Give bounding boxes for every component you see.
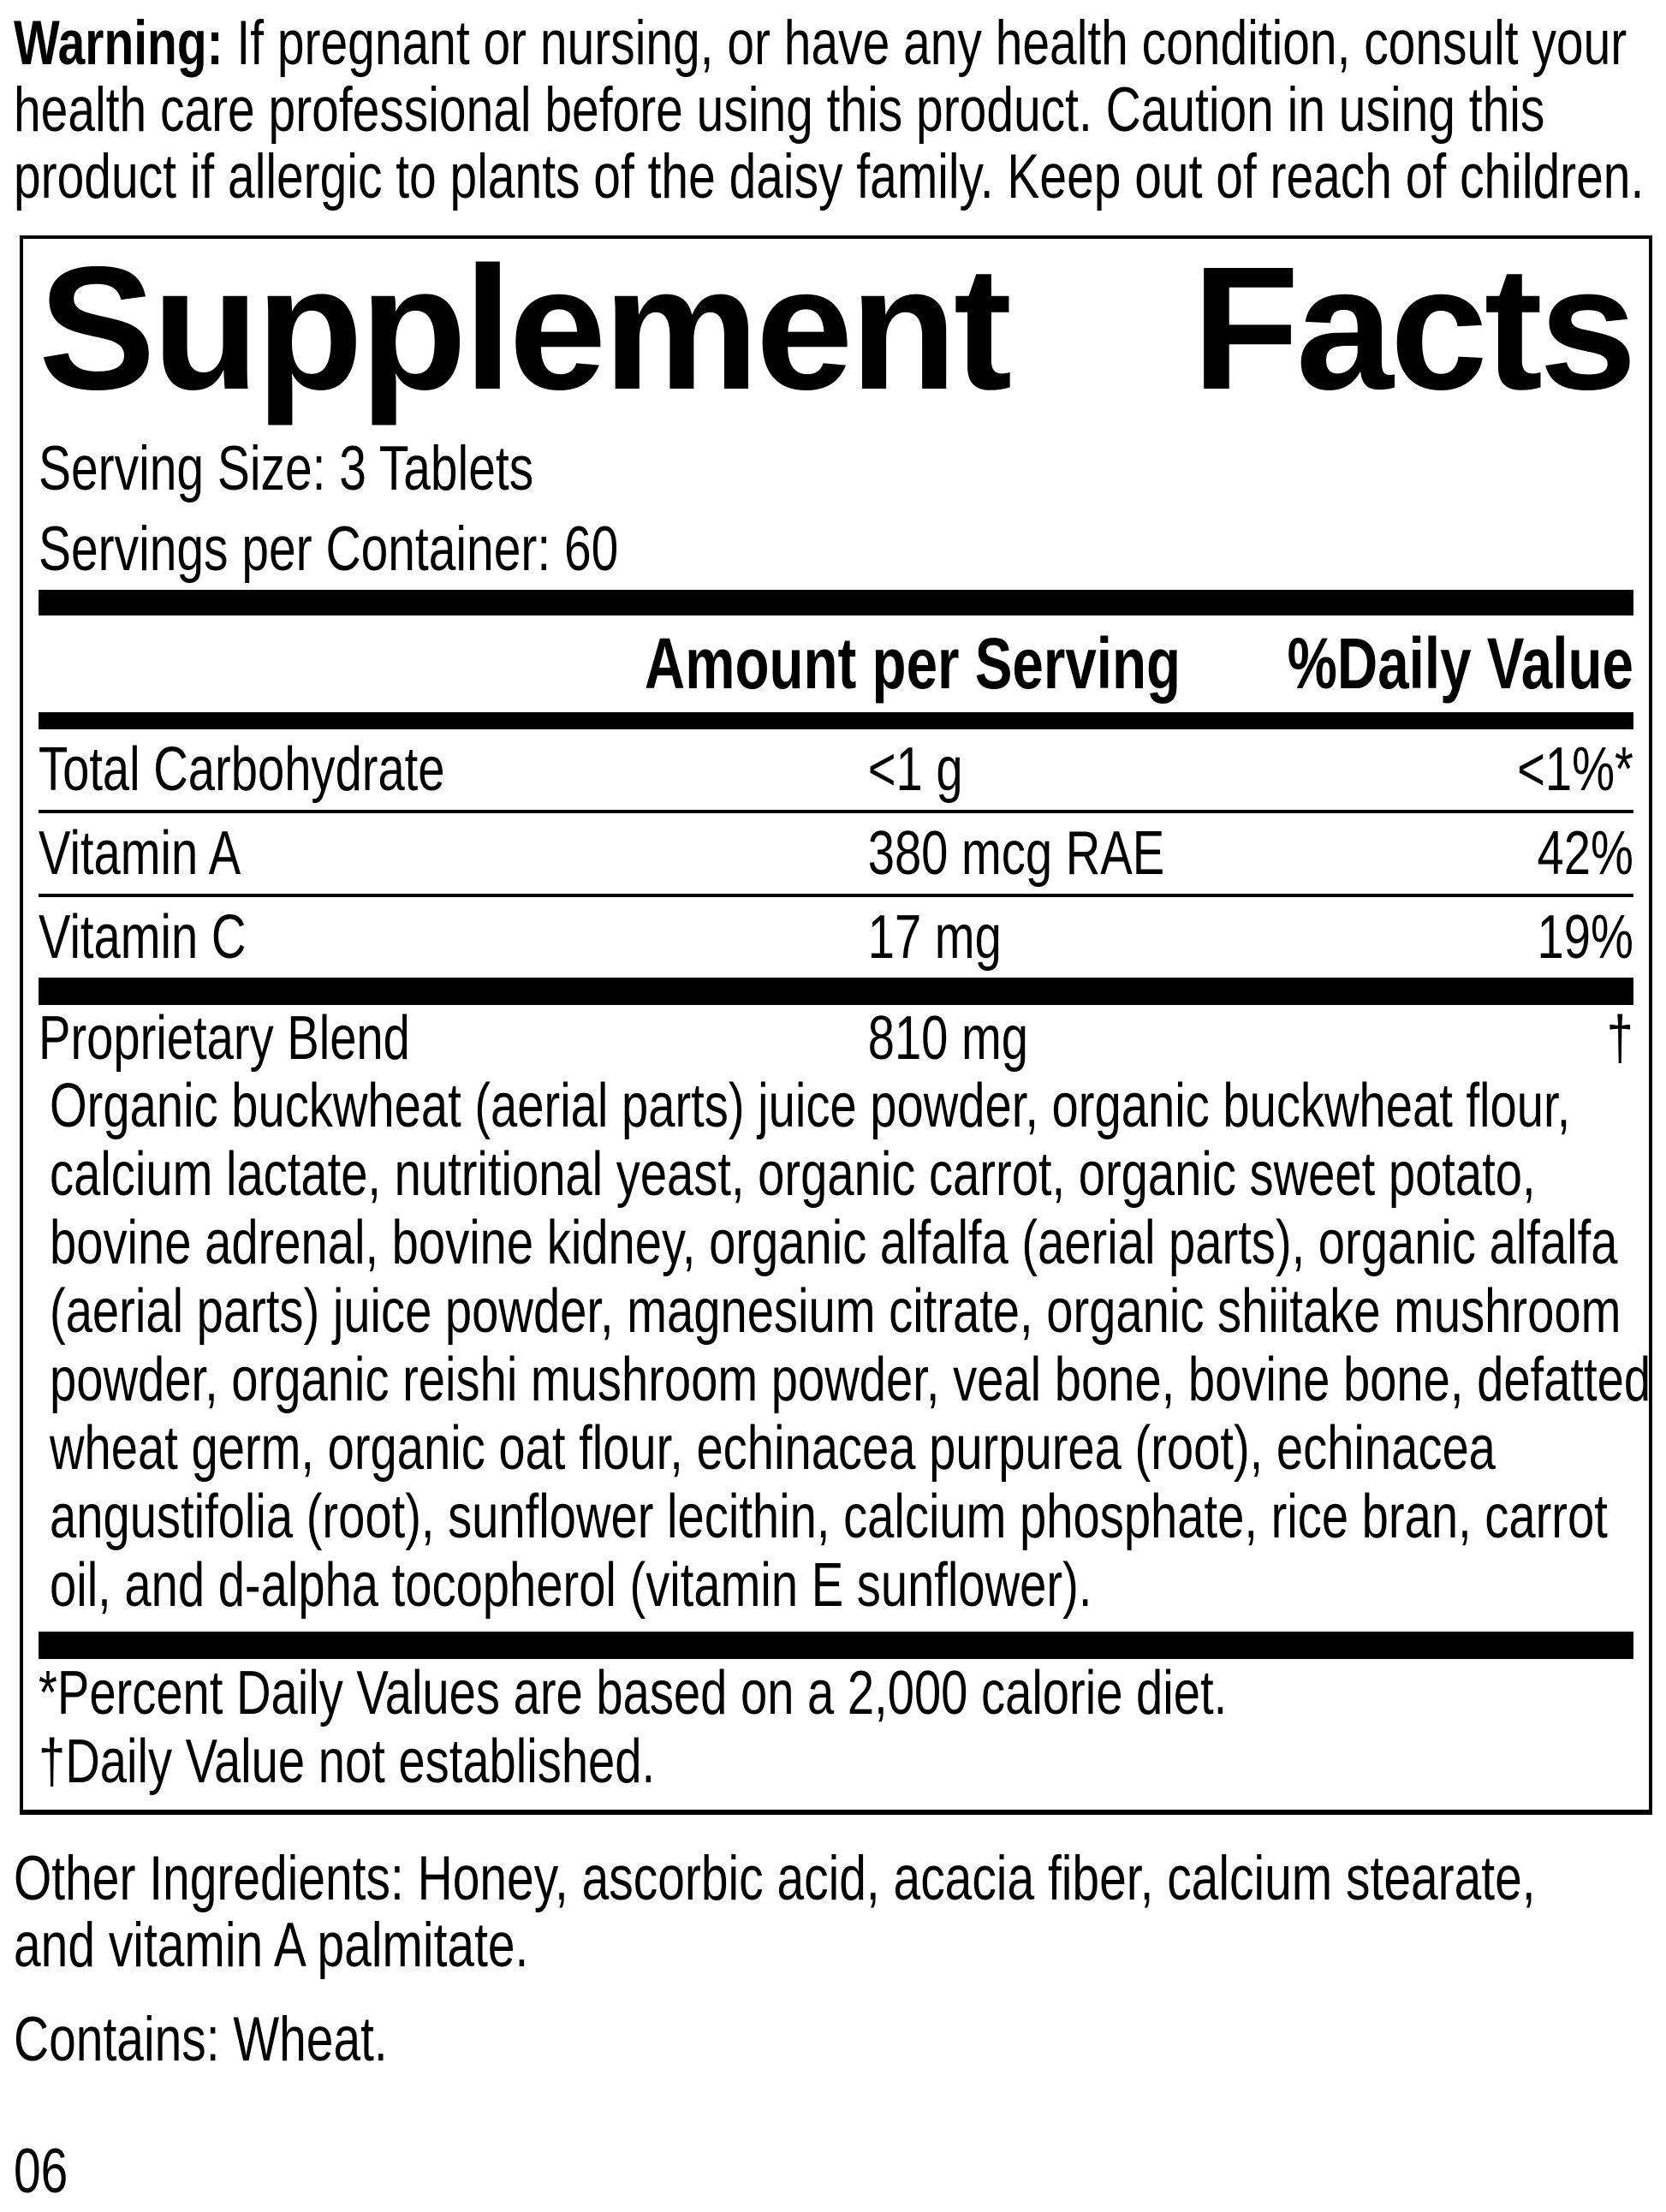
column-header-row: Amount per Serving %Daily Value bbox=[39, 615, 1633, 712]
blend-ingredients-line: angustifolia (root), sunflower lecithin,… bbox=[50, 1483, 1608, 1551]
blend-ingredients: Organic buckwheat (aerial parts) juice p… bbox=[50, 1072, 1651, 1620]
panel-title: Supplement Facts bbox=[39, 230, 1637, 427]
panel-title-word-1: Supplement bbox=[39, 230, 1012, 426]
proprietary-blend-row: Proprietary Blend 810 mg † bbox=[39, 1005, 1633, 1072]
nutrient-row-vitamin-c: Vitamin C 17 mg 19% bbox=[39, 897, 1633, 978]
nutrient-amount: <1 g bbox=[867, 735, 963, 804]
blend-ingredients-line: oil, and d-alpha tocopherol (vitamin E s… bbox=[50, 1551, 1092, 1620]
warning-line: Warning: If pregnant or nursing, or have… bbox=[14, 10, 1654, 77]
blend-ingredients-line: powder, organic reishi mushroom powder, … bbox=[50, 1346, 1651, 1414]
nutrient-name: Vitamin A bbox=[39, 819, 241, 888]
divider-bar-footnotes bbox=[39, 1632, 1633, 1659]
column-header-daily-value: %Daily Value bbox=[1287, 623, 1633, 704]
footnote-percent-daily-value: *Percent Daily Values are based on a 2,0… bbox=[39, 1659, 1228, 1727]
serving-size: Serving Size: 3 Tablets bbox=[39, 434, 534, 503]
warning-label: Warning: bbox=[14, 9, 223, 78]
other-ingredients: Other Ingredients: Honey, ascorbic acid,… bbox=[14, 1846, 1654, 1979]
warning-text: Warning: If pregnant or nursing, or have… bbox=[14, 10, 1654, 211]
blend-ingredients-line: bovine adrenal, bovine kidney, organic a… bbox=[50, 1209, 1618, 1277]
other-ingredients-line: and vitamin A palmitate. bbox=[14, 1911, 529, 1980]
servings-per-container: Servings per Container: 60 bbox=[39, 514, 619, 584]
footnote-daily-value-not-established: †Daily Value not established. bbox=[39, 1727, 656, 1796]
warning-line-text: If pregnant or nursing, or have any heal… bbox=[236, 9, 1627, 78]
nutrient-amount: 17 mg bbox=[867, 903, 1002, 972]
nutrient-daily-value: 42% bbox=[1537, 819, 1633, 888]
nutrient-name: Total Carbohydrate bbox=[39, 735, 445, 804]
blend-dagger: † bbox=[1606, 1004, 1633, 1073]
divider-bar-blend bbox=[39, 978, 1633, 1005]
nutrient-daily-value: 19% bbox=[1537, 903, 1633, 972]
other-ingredients-line: Other Ingredients: Honey, ascorbic acid,… bbox=[14, 1844, 1536, 1913]
divider-bar-top bbox=[39, 590, 1633, 615]
nutrient-row-vitamin-a: Vitamin A 380 mcg RAE 42% bbox=[39, 813, 1633, 894]
warning-line: product if allergic to plants of the dai… bbox=[14, 142, 1645, 211]
nutrient-name: Vitamin C bbox=[39, 903, 247, 972]
column-header-amount: Amount per Serving bbox=[644, 623, 1181, 704]
supplement-facts-panel: Supplement Facts Serving Size: 3 Tablets… bbox=[20, 230, 1652, 1815]
nutrient-amount: 380 mcg RAE bbox=[867, 819, 1165, 888]
footnotes: *Percent Daily Values are based on a 2,0… bbox=[39, 1659, 1633, 1796]
nutrient-daily-value: <1%* bbox=[1517, 735, 1633, 804]
warning-line: health care professional before using th… bbox=[14, 75, 1545, 145]
blend-amount: 810 mg bbox=[867, 1004, 1029, 1073]
row-rule bbox=[39, 810, 1633, 813]
blend-name: Proprietary Blend bbox=[39, 1004, 410, 1073]
blend-ingredients-line: wheat germ, organic oat flour, echinacea… bbox=[50, 1414, 1496, 1483]
panel-title-word-2: Facts bbox=[1192, 230, 1637, 426]
serving-info: Serving Size: 3 Tablets Servings per Con… bbox=[39, 429, 1633, 590]
contains-statement: Contains: Wheat. bbox=[14, 2005, 388, 2074]
blend-ingredients-line: Organic buckwheat (aerial parts) juice p… bbox=[50, 1072, 1571, 1140]
blend-ingredients-line: calcium lactate, nutritional yeast, orga… bbox=[50, 1140, 1536, 1209]
divider-bar-header bbox=[39, 712, 1633, 729]
blend-ingredients-line: (aerial parts) juice powder, magnesium c… bbox=[50, 1277, 1621, 1346]
nutrient-row-total-carbohydrate: Total Carbohydrate <1 g <1%* bbox=[39, 729, 1633, 810]
row-rule bbox=[39, 894, 1633, 897]
footer-code: 06 bbox=[14, 2137, 68, 2206]
